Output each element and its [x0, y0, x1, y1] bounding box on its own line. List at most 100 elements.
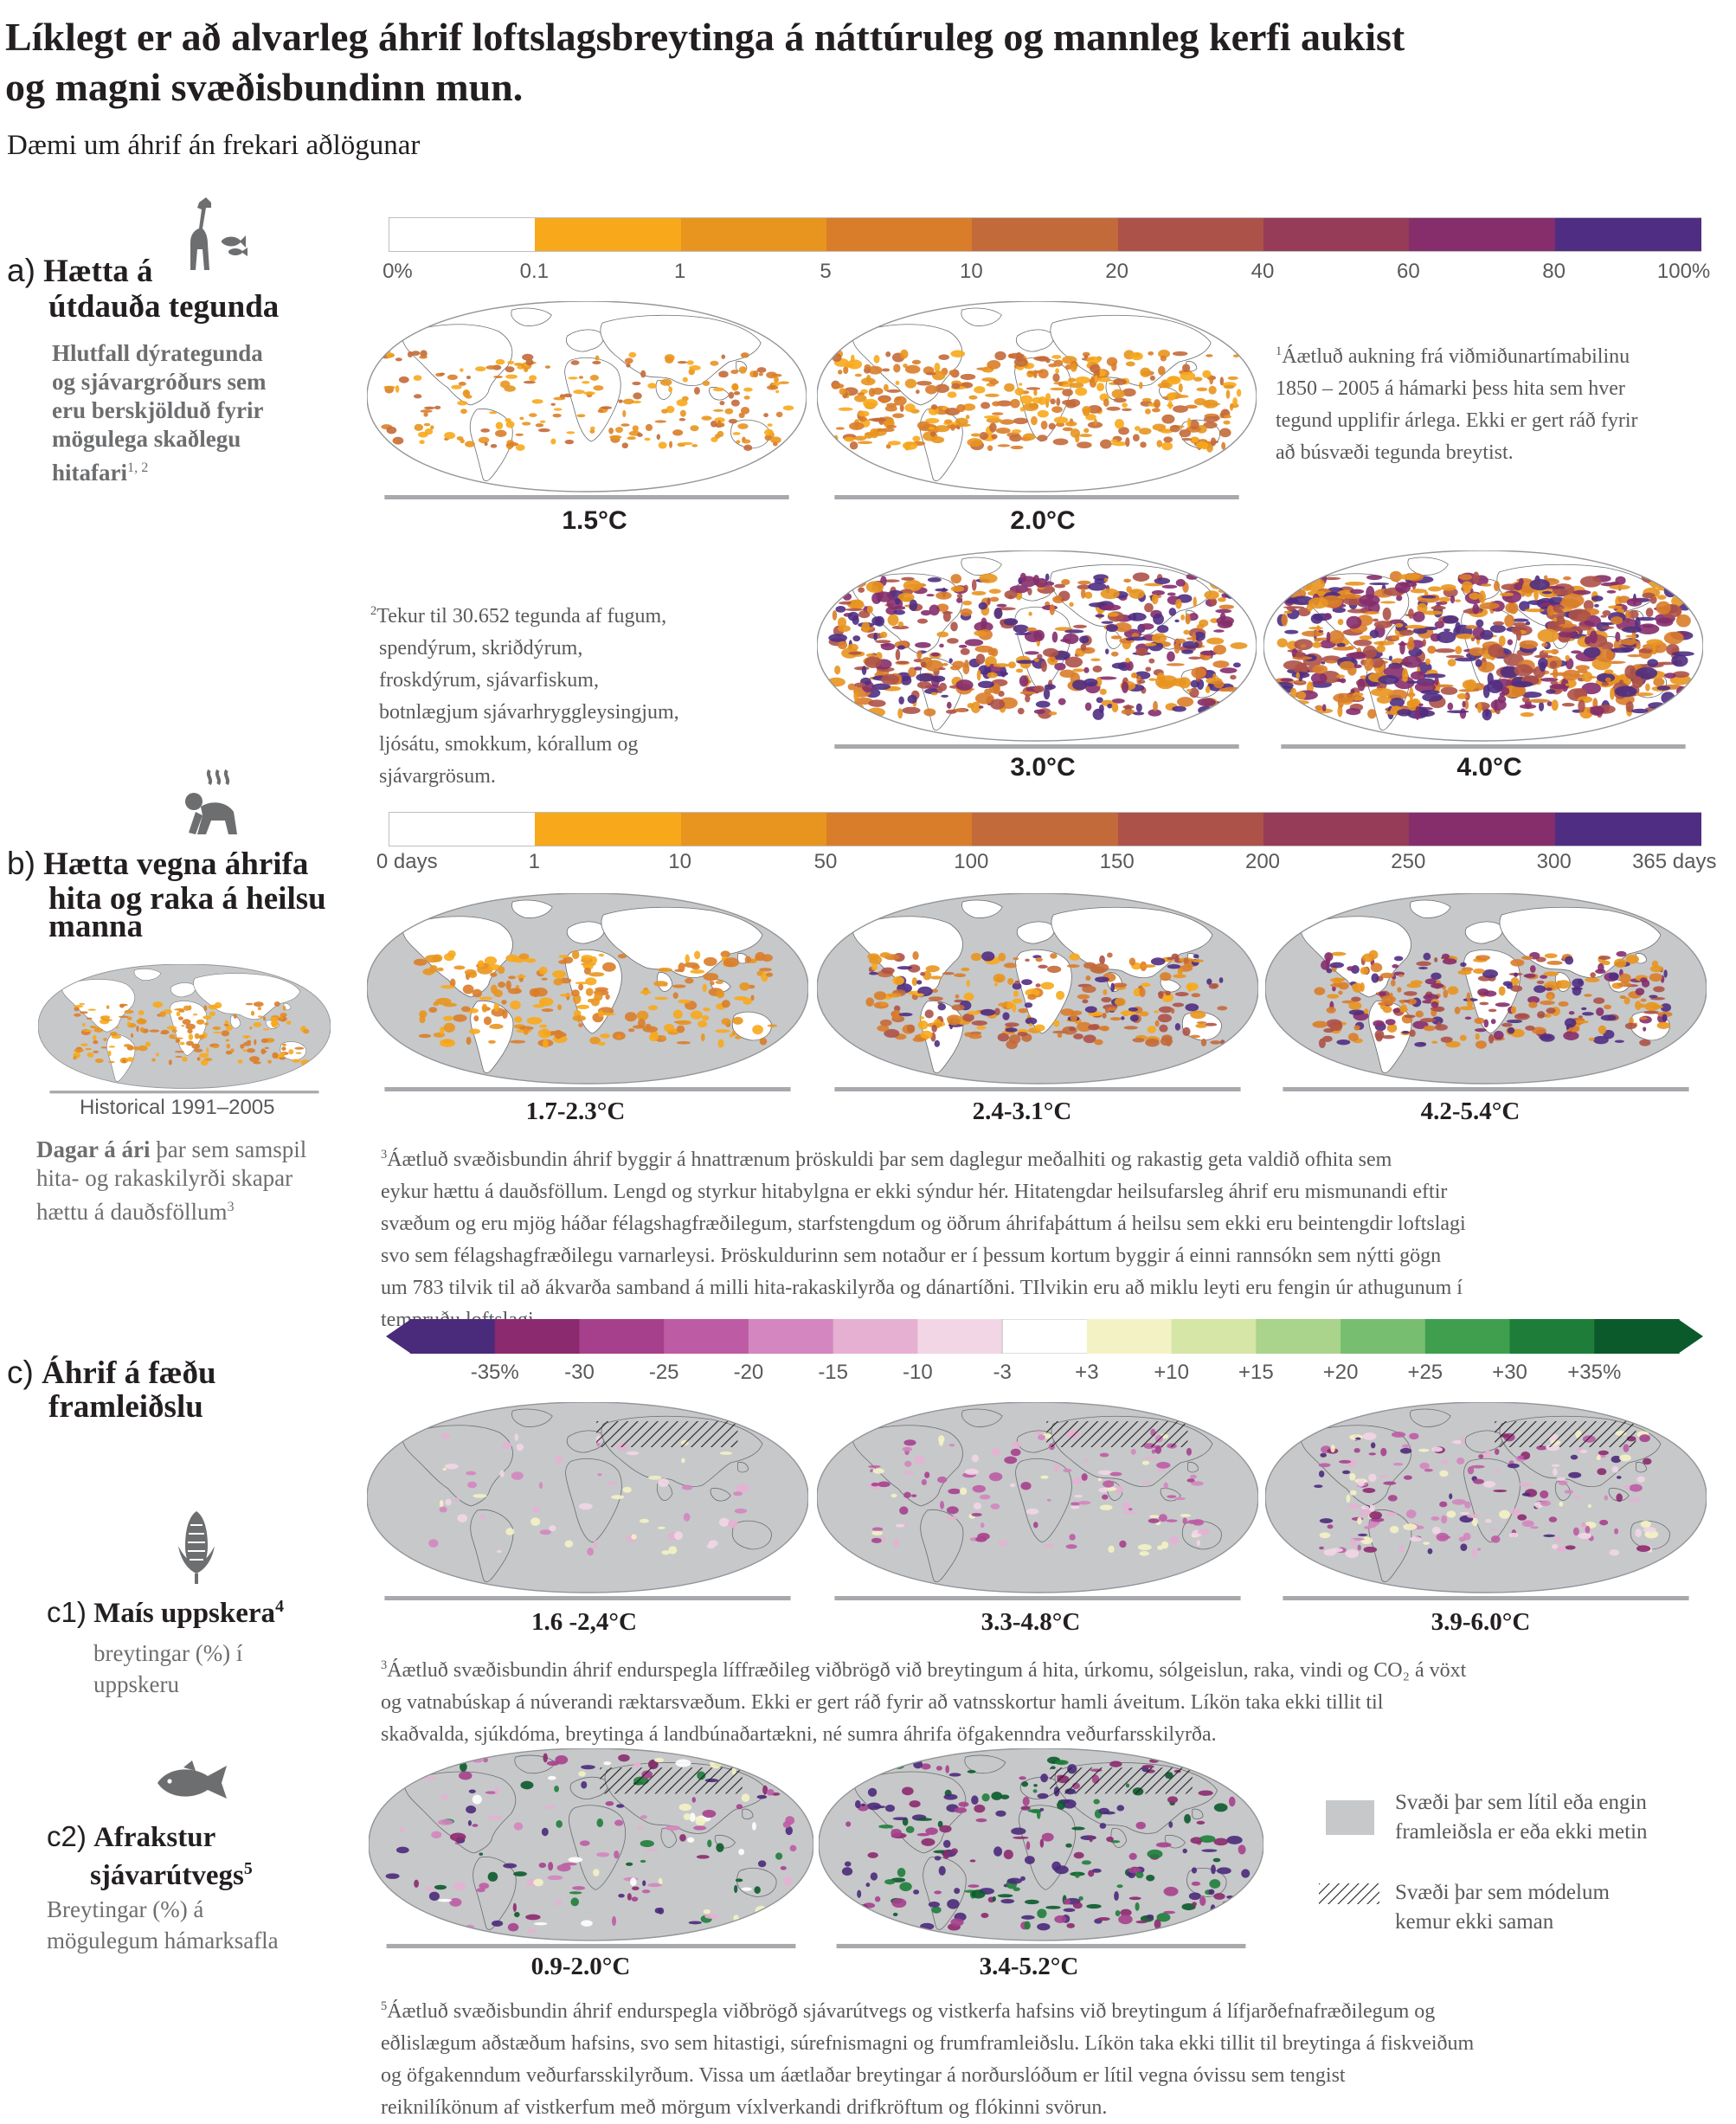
colorbar-segment: [1509, 1319, 1595, 1354]
note-line: um 783 tilvik til að ákvarða samband á m…: [381, 1277, 1463, 1299]
footnote-c1: 3Áætluð svæðisbundin áhrif endurspegla l…: [381, 1650, 1731, 1751]
map-label: 3.9-6.0°C: [1431, 1608, 1531, 1636]
colorbar-segment: [1554, 218, 1701, 251]
map-label: 1.7-2.3°C: [525, 1097, 626, 1125]
section-a-heading: a) Hætta á: [7, 253, 153, 289]
colorbar-segment: [972, 218, 1119, 251]
fish-icon: [154, 1760, 232, 1804]
section-a-letter: a): [7, 253, 35, 288]
note-line: og vatnabúskap á núverandi ræktarsvæðum.…: [381, 1691, 1384, 1714]
desc-line: og sjávargróðurs sem: [52, 369, 267, 395]
map-a-3.0: [816, 550, 1257, 750]
colorbar-tick-label: +3: [1075, 1361, 1099, 1384]
map-label: 0.9-2.0°C: [530, 1953, 631, 1980]
section-b-heading-2: hita og raka á heilsu: [48, 881, 326, 917]
legend-line: Svæði þar sem lítil eða engin: [1395, 1791, 1647, 1814]
colorbar-tick-label: 10: [959, 260, 983, 283]
colorbar-tick-label: -10: [903, 1361, 933, 1384]
desc-sup: 1, 2: [127, 460, 149, 475]
colorbar-tick-label: 20: [1105, 260, 1129, 283]
c2-title-1: Afrakstur: [93, 1822, 216, 1853]
map-c2-1: [368, 1747, 814, 1949]
page-title: Líklegt er að alvarleg áhrif loftslagsbr…: [5, 12, 1727, 113]
note-line: Tekur til 30.652 tegunda af fugum,: [376, 605, 667, 628]
colorbar-a: [389, 217, 1701, 252]
map-b-3: [1264, 892, 1707, 1092]
colorbar-tick-label: 0.1: [519, 260, 550, 283]
legend-hatch-swatch: [1319, 1883, 1379, 1904]
colorbar-segment: [1341, 1319, 1426, 1354]
note-line: Áætluð aukning frá viðmiðunartímabilinu: [1282, 345, 1630, 368]
colorbar-segment: [1409, 218, 1556, 251]
note-line: froskdýrum, sjávarfiskum,: [379, 669, 599, 692]
colorbar-tick-label: 365 days: [1632, 850, 1717, 873]
map-a-2.0: [816, 300, 1257, 500]
section-b-heading: b) Hætta vegna áhrifa: [7, 846, 308, 882]
section-c-heading-2: framleiðslu: [48, 1389, 203, 1425]
c1-heading: c1) Maís uppskera4: [47, 1596, 284, 1630]
colorbar-segment: [680, 813, 827, 846]
map-label: 2.0°C: [1010, 506, 1076, 535]
map-label: 3.3-4.8°C: [981, 1608, 1081, 1636]
desc-line: uppskeru: [93, 1671, 179, 1697]
colorbar-segment: [833, 1319, 918, 1354]
colorbar-tick-label: -35%: [470, 1361, 519, 1384]
colorbar-tick-label: +10: [1154, 1361, 1189, 1384]
colorbar-tick-label: 100%: [1656, 260, 1711, 283]
title-line-1: Líklegt er að alvarleg áhrif loftslagsbr…: [5, 15, 1405, 59]
corn-icon: [177, 1508, 216, 1586]
colorbar-segment: [826, 218, 974, 251]
colorbar-segment: [1171, 1319, 1257, 1354]
note-sup: 3: [381, 1658, 388, 1672]
colorbar-segment: [1256, 1319, 1341, 1354]
map-label: 3.0°C: [1010, 753, 1076, 782]
colorbar-tick-label: 150: [1099, 850, 1135, 873]
c1-title: Maís uppskera: [93, 1598, 276, 1629]
colorbar-tick-label: -15: [818, 1361, 848, 1384]
colorbar-tick-label: 300: [1536, 850, 1572, 873]
colorbar-tick-label: 250: [1391, 850, 1426, 873]
note-line: skaðvalda, sjúkdóma, breytinga á landbún…: [381, 1723, 1217, 1746]
note-line: tegund upplifir árlega. Ekki er gert ráð…: [1276, 409, 1638, 432]
colorbar-tick-label: 100: [954, 850, 989, 873]
legend-line: Svæði þar sem módelum: [1395, 1881, 1610, 1904]
map-c1-1: [366, 1401, 809, 1601]
heat-stressed-person-icon: [177, 767, 242, 838]
section-b-heading-3: manna: [48, 909, 143, 944]
section-c-title-1: Áhrif á fæðu: [42, 1355, 216, 1391]
map-c1-2: [816, 1401, 1259, 1601]
colorbar-c-ticks: -35% -30 -25 -20 -15 -10 -3 +3 +10 +15 +20 +25 +30 +3…: [386, 1361, 1703, 1387]
colorbar-segment: [664, 1319, 749, 1354]
colorbar-b-ticks: 0 days 1 10 50 100 150 200 250 300 365 days: [376, 850, 1717, 876]
section-a-heading-2: útdauða tegunda: [48, 289, 280, 325]
colorbar-tick-label: 10: [668, 850, 692, 873]
desc-bold: Dagar á ári: [36, 1136, 151, 1162]
note-sup: 3: [381, 1148, 388, 1162]
colorbar-b: [389, 812, 1701, 846]
colorbar-segment: [1117, 813, 1264, 846]
colorbar-segment: [1594, 1319, 1680, 1354]
colorbar-segment: [389, 218, 537, 251]
note-line: eykur hættu á dauðsföllum. Lengd og styr…: [381, 1181, 1448, 1203]
colorbar-a-ticks: 0% 0.1 1 5 10 20 40 60 80 100%: [383, 260, 1710, 286]
note-sup: 5: [381, 1999, 388, 2013]
desc-line: hættu á dauðsföllum: [36, 1199, 228, 1225]
c2-heading: c2) Afrakstur sjávarútvegs5: [47, 1821, 253, 1892]
colorbar-segment: [494, 1319, 581, 1354]
map-label: 2.4-3.1°C: [972, 1097, 1072, 1125]
footnote-2: 2Tekur til 30.652 tegunda af fugum, spen…: [370, 595, 786, 793]
desc-line: hita- og rakaskilyrði skapar: [36, 1165, 293, 1191]
section-b-title-1: Hætta vegna áhrifa: [43, 846, 309, 882]
colorbar-tick-label: 80: [1542, 260, 1566, 283]
colorbar-tick-label: 60: [1396, 260, 1420, 283]
colorbar-tick-label: 200: [1244, 850, 1281, 873]
legend-grey-swatch: [1326, 1800, 1374, 1835]
note-sup: 1: [1276, 344, 1283, 358]
colorbar-tick-label: -20: [733, 1361, 764, 1384]
map-a-4.0: [1263, 550, 1704, 750]
note-line: svo sem félagshagfræðilegu varnarleysi. …: [381, 1245, 1442, 1267]
legend-line: kemur ekki saman: [1395, 1910, 1554, 1934]
desc-line: Hlutfall dýrategunda: [52, 340, 263, 366]
colorbar-segment: [917, 1319, 1003, 1354]
colorbar-right-arrow: [1678, 1319, 1703, 1354]
